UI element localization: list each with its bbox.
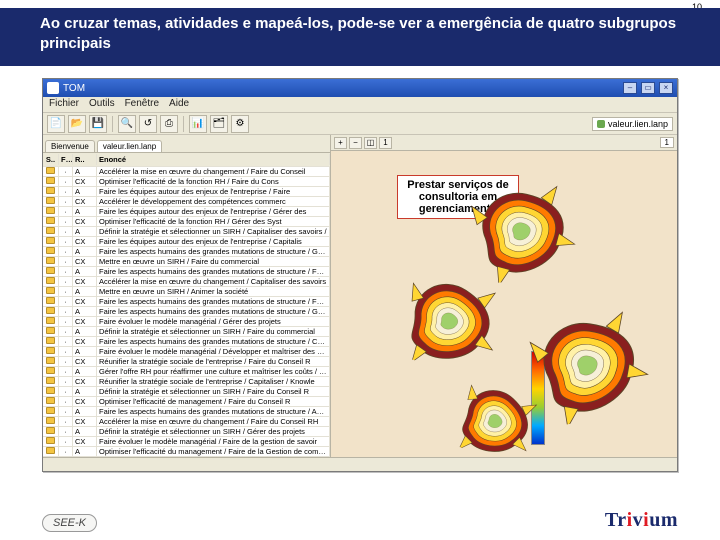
grid-header: S..Fl..R..Enoncé xyxy=(43,153,330,167)
toolbar-button-7[interactable]: 🗂 xyxy=(210,115,228,133)
cluster-c1[interactable] xyxy=(463,177,579,285)
map-mini-toolbar: +−◫11 xyxy=(331,135,677,151)
toolbar-button-5[interactable]: ⎙ xyxy=(160,115,178,133)
file-indicator-label: valeur.lien.lanp xyxy=(608,119,668,129)
folder-icon xyxy=(46,277,55,284)
folder-icon xyxy=(46,177,55,184)
folder-icon xyxy=(46,427,55,434)
folder-icon xyxy=(46,227,55,234)
map-pane: +−◫11 Prestar serviços de consultoria em… xyxy=(331,135,677,457)
folder-icon xyxy=(46,217,55,224)
folder-icon xyxy=(46,287,55,294)
toolbar-button-1[interactable]: 📂 xyxy=(68,115,86,133)
folder-icon xyxy=(46,297,55,304)
left-pane: Bienvenuevaleur.lien.lanp S..Fl..R..Enon… xyxy=(43,135,331,457)
col-header-3[interactable]: Enoncé xyxy=(97,154,330,165)
seek-badge: SEE-K xyxy=(42,514,97,532)
window-title: TOM xyxy=(63,83,85,94)
footer-left: SEE-K xyxy=(42,513,97,532)
grid-body: ·AAccélérer la mise en œuvre du changeme… xyxy=(43,167,330,457)
folder-icon xyxy=(46,237,55,244)
folder-icon xyxy=(46,207,55,214)
folder-icon xyxy=(46,347,55,354)
folder-icon xyxy=(46,167,55,174)
col-header-2[interactable]: R.. xyxy=(73,154,97,165)
title-band: Ao cruzar temas, atividades e mapeá-los,… xyxy=(0,8,720,66)
folder-icon xyxy=(46,367,55,374)
folder-icon xyxy=(46,267,55,274)
folder-icon xyxy=(46,307,55,314)
statusbar xyxy=(43,457,677,471)
col-header-0[interactable]: S.. xyxy=(43,154,59,165)
folder-icon xyxy=(46,437,55,444)
folder-icon xyxy=(46,377,55,384)
map-canvas[interactable]: Prestar serviços de consultoria em geren… xyxy=(331,151,677,457)
folder-icon xyxy=(46,327,55,334)
folder-icon xyxy=(46,317,55,324)
menu-outils[interactable]: Outils xyxy=(89,98,115,111)
folder-icon xyxy=(46,357,55,364)
window-titlebar: TOM – ▭ × xyxy=(43,79,677,97)
map-tool-0[interactable]: + xyxy=(334,137,347,149)
app-window: TOM – ▭ × Fichier Outils Fenêtre Aide 📄📂💾 🔍↺… xyxy=(42,78,678,472)
toolbar-button-8[interactable]: ⚙ xyxy=(231,115,249,133)
toolbar-button-3[interactable]: 🔍 xyxy=(118,115,136,133)
minimize-button[interactable]: – xyxy=(623,82,637,94)
menubar: Fichier Outils Fenêtre Aide xyxy=(43,97,677,113)
folder-icon xyxy=(46,447,55,454)
menu-fichier[interactable]: Fichier xyxy=(49,98,79,111)
folder-icon xyxy=(46,417,55,424)
toolbar-button-2[interactable]: 💾 xyxy=(89,115,107,133)
tab-0[interactable]: Bienvenue xyxy=(45,140,95,152)
folder-icon xyxy=(46,247,55,254)
map-tool-2[interactable]: ◫ xyxy=(364,137,377,149)
footer-right: Trivium xyxy=(605,509,678,532)
brand-logo: Trivium xyxy=(605,509,678,531)
folder-icon xyxy=(46,387,55,394)
map-tool-3[interactable]: 1 xyxy=(379,137,392,149)
status-dot-icon xyxy=(597,120,605,128)
app-icon xyxy=(47,82,59,94)
folder-icon xyxy=(46,407,55,414)
folder-icon xyxy=(46,187,55,194)
menu-aide[interactable]: Aide xyxy=(169,98,189,111)
toolbar-button-6[interactable]: 📊 xyxy=(189,115,207,133)
map-readout: 1 xyxy=(660,137,674,148)
slide-title: Ao cruzar temas, atividades e mapeá-los,… xyxy=(40,14,680,55)
toolbar-button-4[interactable]: ↺ xyxy=(139,115,157,133)
folder-icon xyxy=(46,197,55,204)
tabstrip: Bienvenuevaleur.lien.lanp xyxy=(43,135,330,153)
folder-icon xyxy=(46,337,55,344)
main-toolbar: 📄📂💾 🔍↺⎙ 📊🗂⚙ valeur.lien.lanp xyxy=(43,113,677,135)
maximize-button[interactable]: ▭ xyxy=(641,82,655,94)
folder-icon xyxy=(46,257,55,264)
tab-1[interactable]: valeur.lien.lanp xyxy=(97,140,162,152)
file-indicator[interactable]: valeur.lien.lanp xyxy=(592,117,673,131)
toolbar-button-0[interactable]: 📄 xyxy=(47,115,65,133)
map-tool-1[interactable]: − xyxy=(349,137,362,149)
menu-fenêtre[interactable]: Fenêtre xyxy=(125,98,159,111)
col-header-1[interactable]: Fl.. xyxy=(59,154,73,165)
folder-icon xyxy=(46,397,55,404)
close-button[interactable]: × xyxy=(659,82,673,94)
